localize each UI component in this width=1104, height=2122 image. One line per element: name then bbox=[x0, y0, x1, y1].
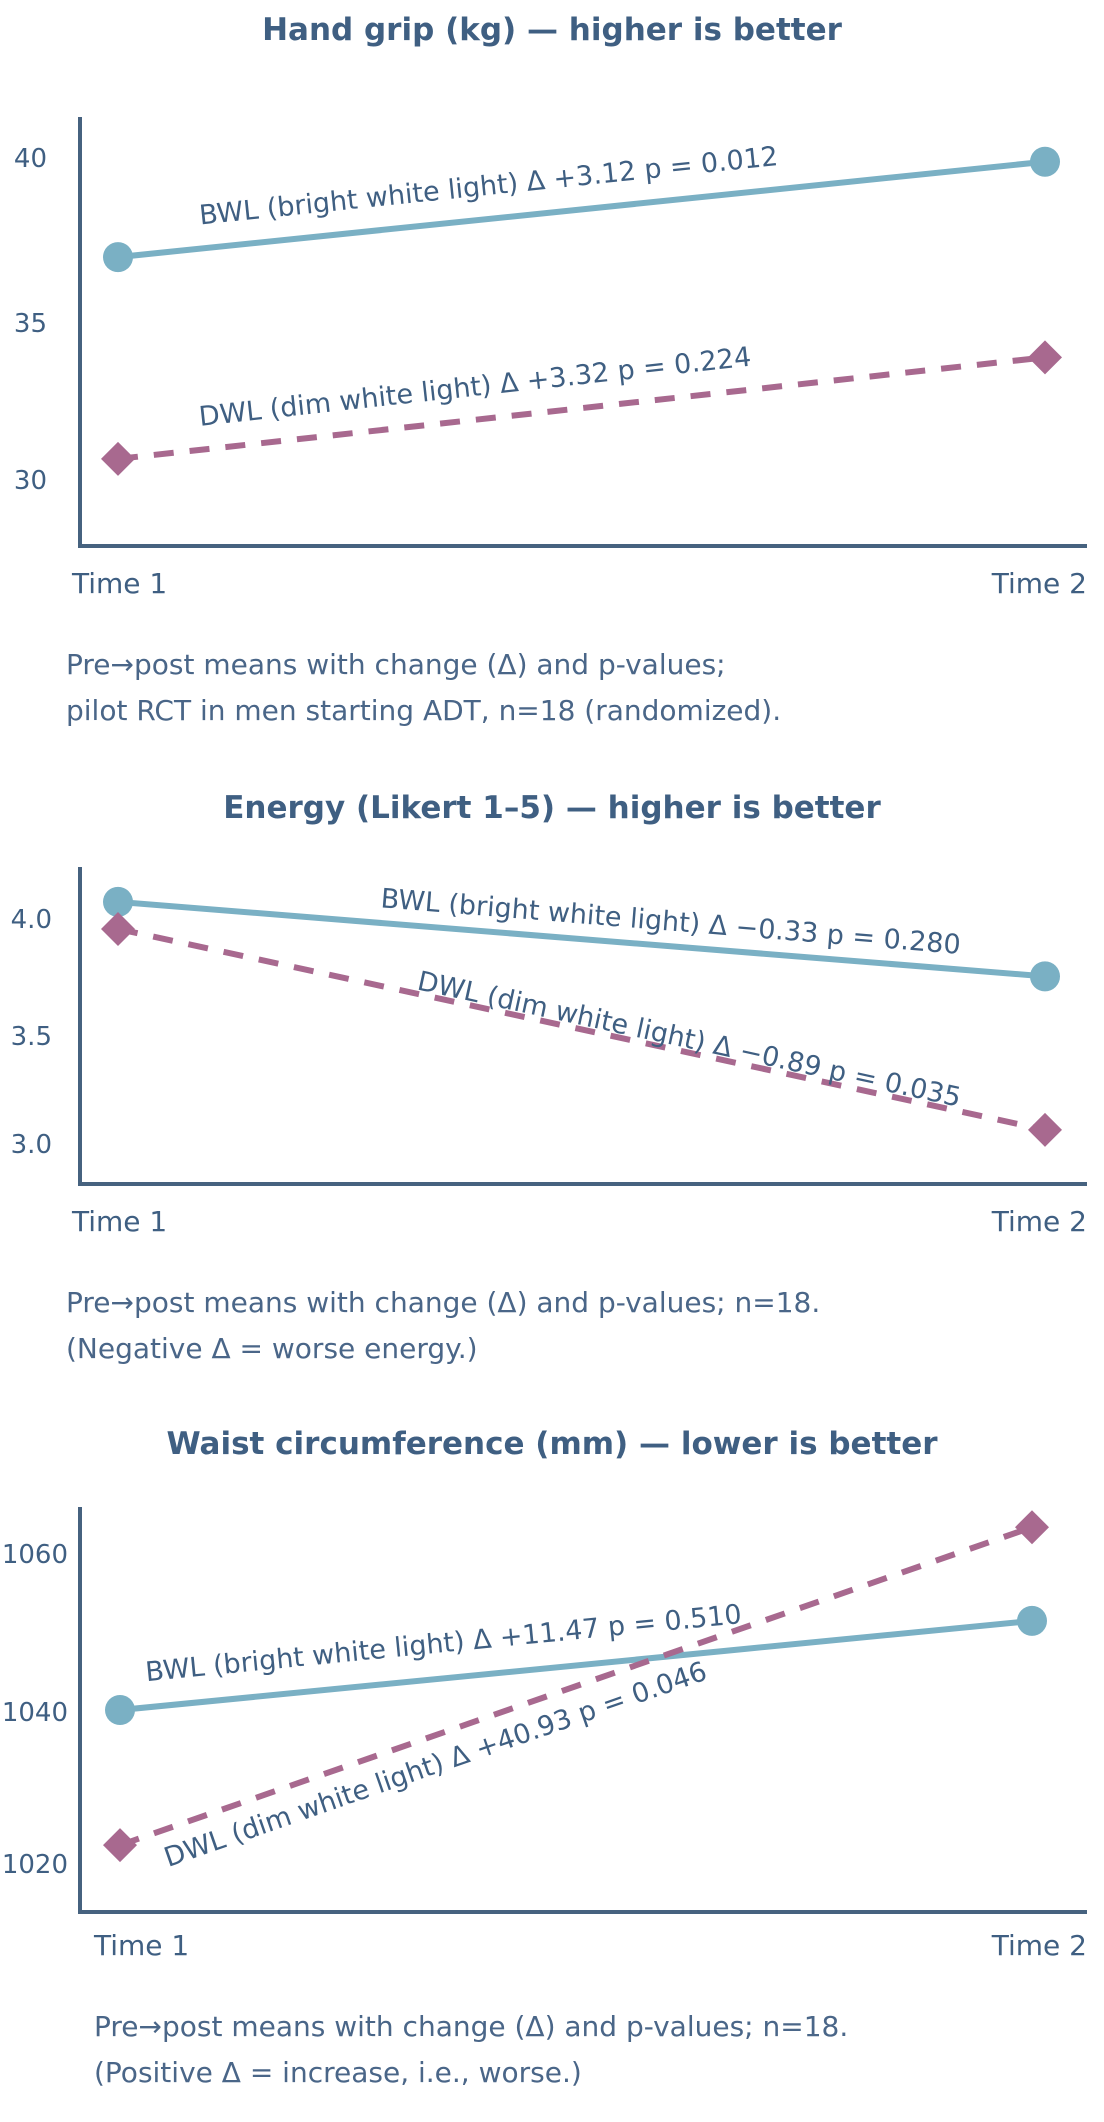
chart-title: Energy (Likert 1–5) — higher is better bbox=[223, 790, 881, 826]
data-point-bwl-time2 bbox=[1030, 146, 1060, 177]
y-tick-label: 3.5 bbox=[11, 1022, 52, 1052]
chart-title: Waist circumference (mm) — lower is bett… bbox=[166, 1426, 938, 1462]
x-tick-label: Time 2 bbox=[991, 1205, 1087, 1238]
series-label-dwl: DWL (dim white light) Δ +3.32 p = 0.224 bbox=[197, 342, 752, 433]
series-line-bwl bbox=[117, 158, 1046, 261]
series-line-dwl bbox=[117, 354, 1046, 462]
x-tick-label: Time 1 bbox=[93, 1929, 189, 1962]
data-point-dwl-time2 bbox=[1028, 340, 1062, 375]
chart-title: Hand grip (kg) — higher is better bbox=[262, 12, 843, 48]
y-tick-label: 40 bbox=[14, 144, 47, 174]
chart-note: pilot RCT in men starting ADT, n=18 (ran… bbox=[66, 694, 781, 727]
y-tick-label: 1020 bbox=[2, 1850, 68, 1880]
data-point-dwl-time1 bbox=[103, 1828, 137, 1863]
data-point-dwl-time1 bbox=[101, 441, 135, 476]
chart-energy: Energy (Likert 1–5) — higher is better 4… bbox=[11, 790, 1087, 1365]
y-tick-label: 1060 bbox=[2, 1540, 68, 1570]
series-label-dwl: DWL (dim white light) Δ +40.93 p = 0.046 bbox=[160, 1656, 711, 1874]
chart-waist: Waist circumference (mm) — lower is bett… bbox=[2, 1426, 1087, 2089]
y-tick-label: 30 bbox=[14, 466, 47, 496]
y-tick-label: 35 bbox=[14, 309, 47, 339]
data-point-dwl-time2 bbox=[1028, 1112, 1062, 1147]
x-tick-label: Time 1 bbox=[71, 1205, 167, 1238]
data-point-bwl-time2 bbox=[1017, 1605, 1047, 1636]
x-tick-label: Time 1 bbox=[71, 567, 167, 600]
chart-note: Pre→post means with change (Δ) and p-val… bbox=[66, 1286, 820, 1319]
data-point-bwl-time1 bbox=[103, 242, 133, 273]
data-point-bwl-time2 bbox=[1030, 961, 1060, 992]
chart-note: (Negative Δ = worse energy.) bbox=[66, 1332, 478, 1365]
series-line-dwl bbox=[117, 926, 1046, 1133]
data-point-bwl-time1 bbox=[105, 1695, 135, 1725]
x-tick-label: Time 2 bbox=[991, 567, 1087, 600]
chart-note: Pre→post means with change (Δ) and p-val… bbox=[66, 648, 726, 681]
series-label-dwl: DWL (dim white light) Δ −0.89 p = 0.035 bbox=[415, 966, 964, 1114]
series-line-bwl bbox=[119, 1617, 1033, 1713]
chart-hand-grip: Hand grip (kg) — higher is better 40 35 … bbox=[14, 12, 1087, 727]
y-tick-label: 1040 bbox=[2, 1698, 68, 1728]
data-point-dwl-time2 bbox=[1015, 1510, 1049, 1545]
chart-note: (Positive Δ = increase, i.e., worse.) bbox=[94, 2056, 582, 2089]
chart-note: Pre→post means with change (Δ) and p-val… bbox=[94, 2010, 848, 2043]
x-tick-label: Time 2 bbox=[991, 1929, 1087, 1962]
data-point-bwl-time1 bbox=[103, 886, 133, 917]
series-line-dwl bbox=[119, 1524, 1033, 1849]
series-line-bwl bbox=[117, 898, 1046, 980]
y-tick-label: 4.0 bbox=[11, 905, 52, 935]
y-tick-label: 3.0 bbox=[11, 1130, 52, 1160]
data-point-dwl-time1 bbox=[101, 911, 135, 946]
